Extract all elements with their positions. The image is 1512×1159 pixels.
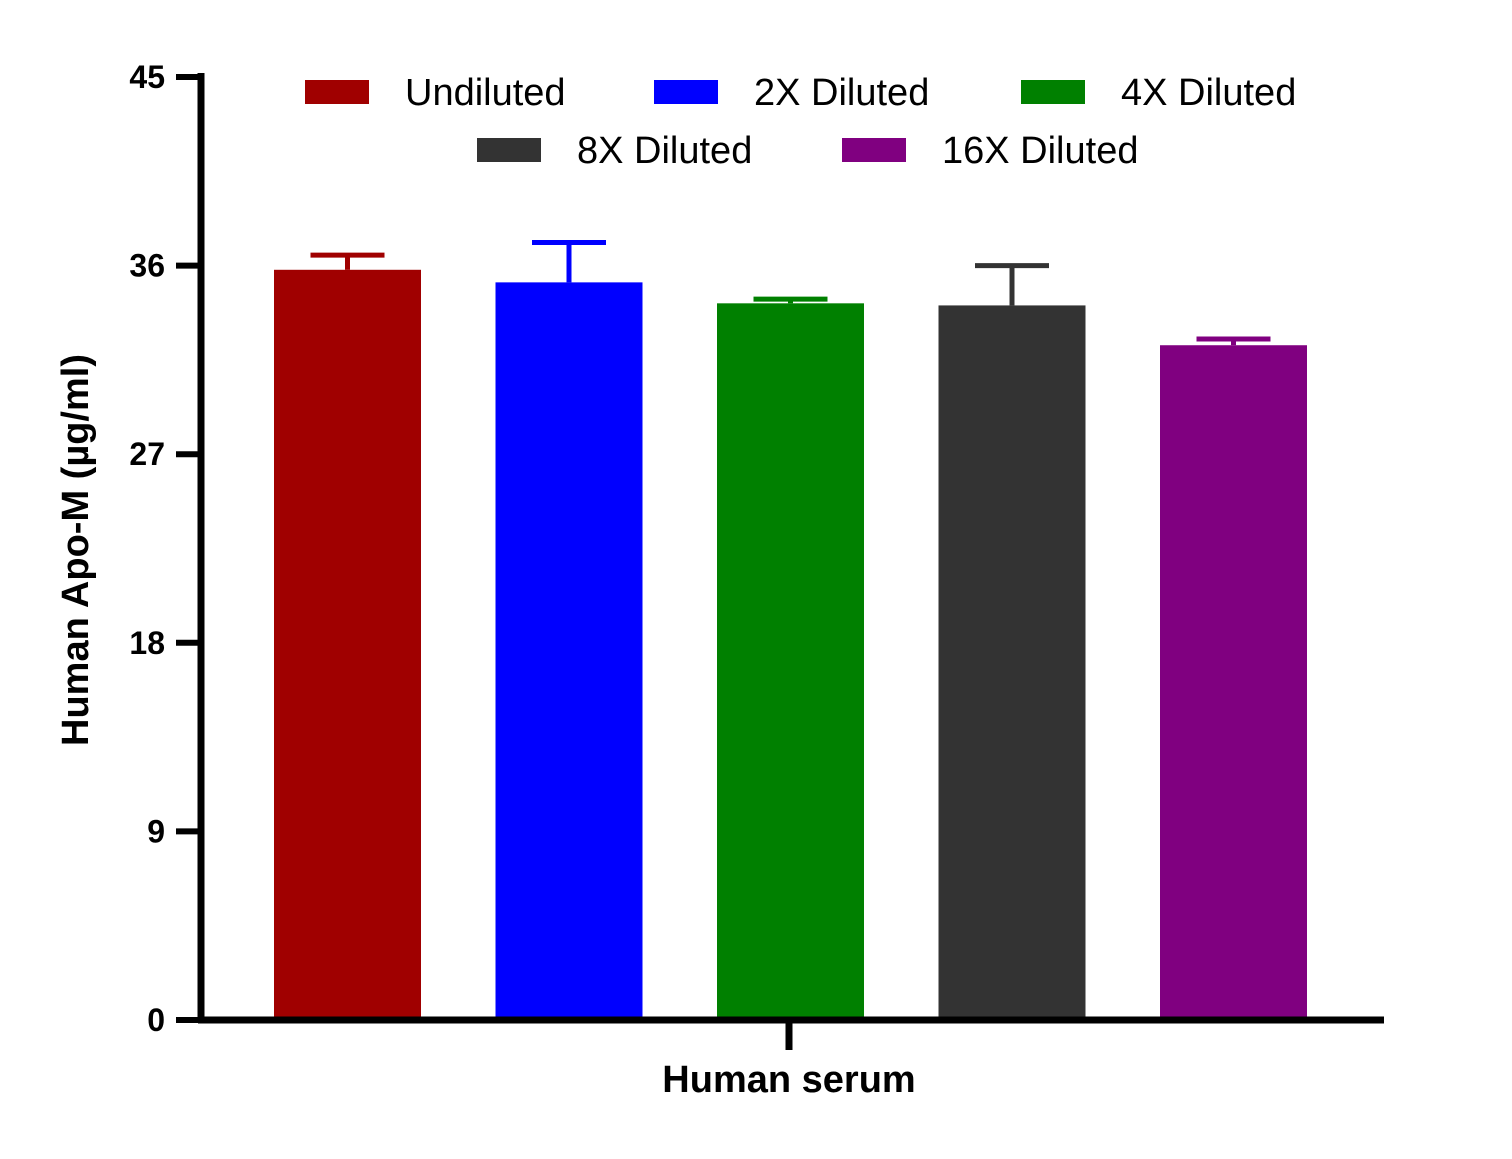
bar-3 xyxy=(717,303,864,1020)
error-bar-2 xyxy=(532,240,606,283)
legend-item-3: 4X Diluted xyxy=(1021,72,1296,114)
legend-label: Undiluted xyxy=(405,72,566,114)
legend: Undiluted 2X Diluted 4X Diluted 8X Diluted 1… xyxy=(305,72,1296,172)
y-tick-label-4: 27 xyxy=(129,436,165,472)
error-bar-3 xyxy=(753,296,828,304)
bars-group xyxy=(274,269,1307,1021)
error-bar-4 xyxy=(975,263,1049,306)
legend-swatch xyxy=(842,138,906,162)
x-axis-title: Human serum xyxy=(662,1059,915,1101)
legend-swatch xyxy=(305,80,369,104)
legend-label: 4X Diluted xyxy=(1121,72,1296,114)
legend-item-2: 2X Diluted xyxy=(654,72,929,114)
legend-swatch xyxy=(654,80,718,104)
y-tick-label-3: 18 xyxy=(129,625,165,661)
y-tick-label-2: 9 xyxy=(147,813,165,849)
bar-2 xyxy=(495,282,643,1020)
axes-group xyxy=(197,73,1384,1050)
legend-label: 16X Diluted xyxy=(942,130,1138,172)
legend-item-5: 16X Diluted xyxy=(842,130,1138,172)
error-bar-5 xyxy=(1196,336,1271,346)
legend-item-1: Undiluted xyxy=(305,72,566,114)
y-axis-title: Human Apo-M (µg/ml) xyxy=(55,354,97,746)
error-bar-1 xyxy=(310,252,385,270)
bar-4 xyxy=(938,305,1086,1021)
error-bars-group xyxy=(310,240,1271,346)
legend-swatch xyxy=(477,138,541,162)
legend-label: 2X Diluted xyxy=(754,72,929,114)
y-ticks-group: 0 9 18 27 36 45 xyxy=(129,59,201,1038)
y-tick-label-6: 45 xyxy=(129,59,165,95)
bar-5 xyxy=(1160,345,1307,1021)
legend-label: 8X Diluted xyxy=(577,130,752,172)
y-tick-label-1: 0 xyxy=(147,1002,165,1038)
bar-1 xyxy=(274,269,421,1020)
legend-swatch xyxy=(1021,80,1085,104)
y-tick-label-5: 36 xyxy=(129,248,165,284)
legend-item-4: 8X Diluted xyxy=(477,130,752,172)
